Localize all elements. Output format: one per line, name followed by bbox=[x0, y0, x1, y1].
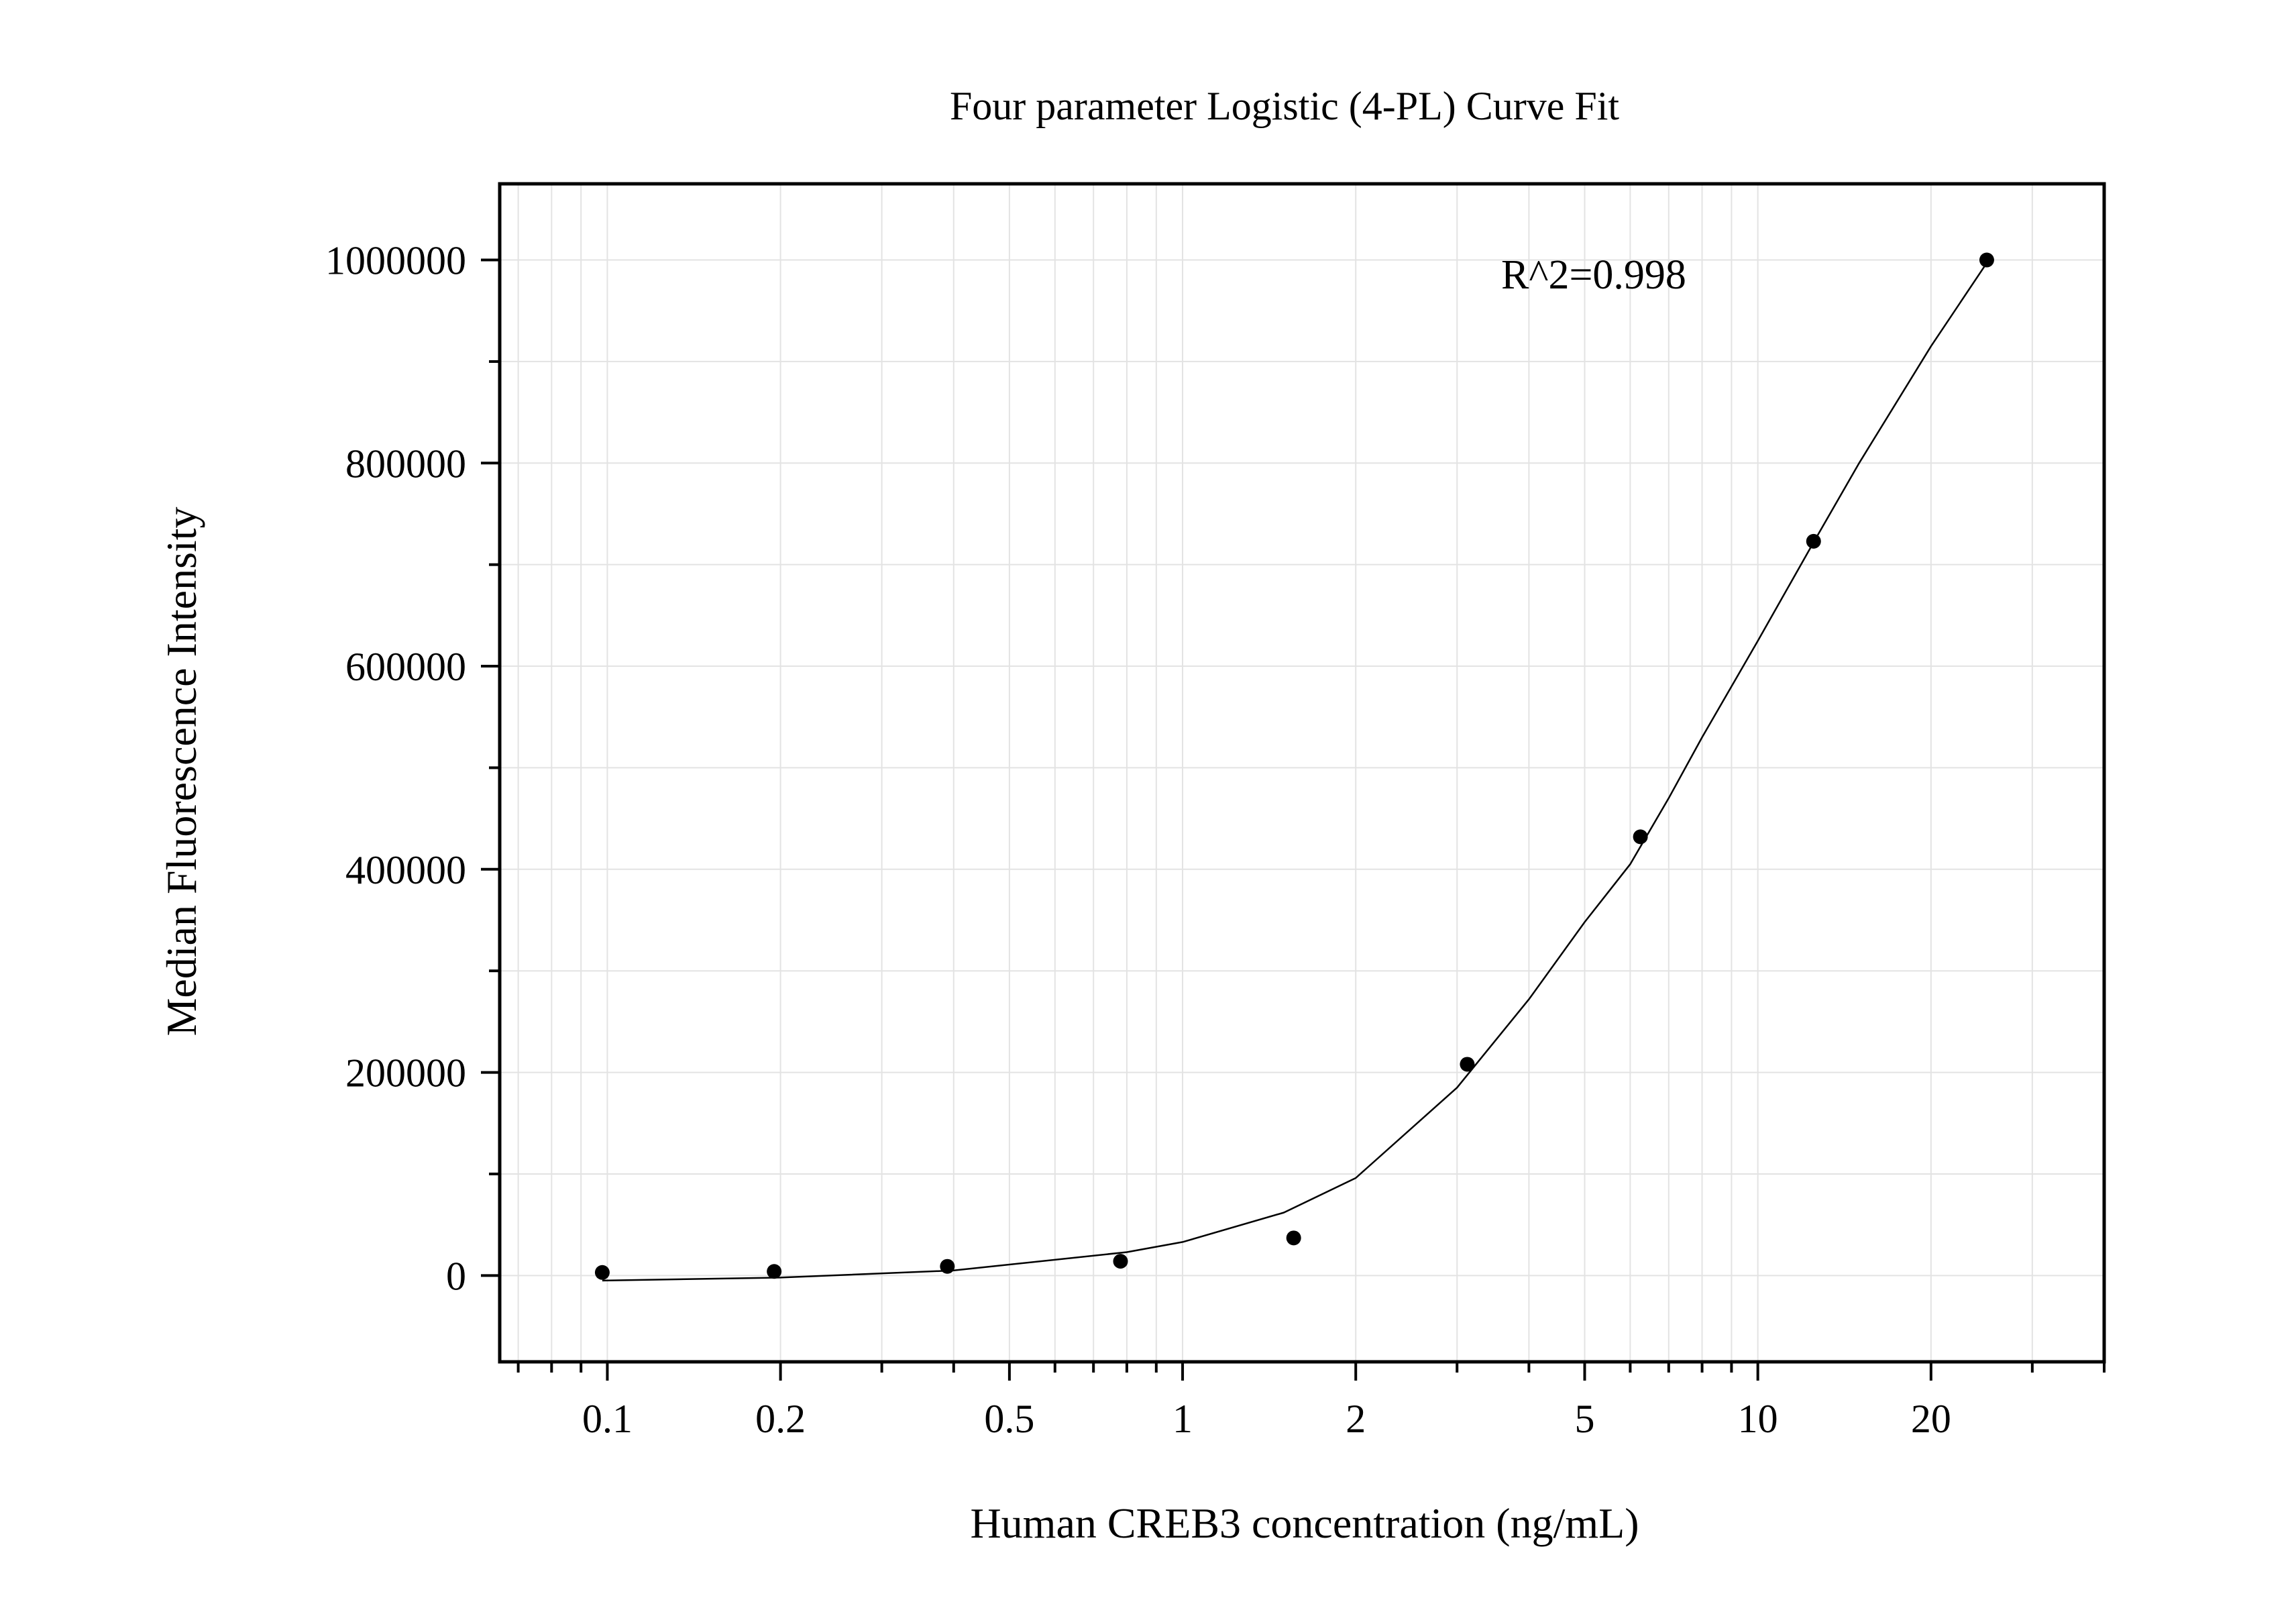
x-tick-label: 20 bbox=[1911, 1397, 1951, 1441]
y-axis-label: Median Fluorescence Intensity bbox=[158, 506, 205, 1036]
x-tick-label: 0.2 bbox=[755, 1397, 806, 1441]
data-point bbox=[1979, 252, 1994, 268]
y-tick-label: 1000000 bbox=[325, 239, 466, 283]
chart-title: Four parameter Logistic (4-PL) Curve Fit bbox=[950, 84, 1619, 128]
y-tick-label: 200000 bbox=[345, 1051, 466, 1095]
data-point bbox=[1286, 1230, 1301, 1246]
y-tick-label: 0 bbox=[446, 1254, 466, 1298]
x-tick-label: 0.5 bbox=[984, 1397, 1034, 1441]
ticks-layer bbox=[481, 258, 2106, 1381]
labels-layer: 0.1 0.2 0.5 1 2 5 10 20 0 200000 400000 600000 80000… bbox=[325, 239, 1951, 1441]
x-tick-label: 10 bbox=[1738, 1397, 1778, 1441]
data-point bbox=[940, 1259, 955, 1274]
x-axis-label: Human CREB3 concentration (ng/mL) bbox=[970, 1499, 1639, 1547]
data-point bbox=[1633, 829, 1648, 845]
data-point bbox=[1806, 533, 1821, 549]
data-point bbox=[767, 1264, 782, 1279]
plot-frame bbox=[498, 182, 2106, 1364]
data-point bbox=[1460, 1057, 1475, 1072]
data-point bbox=[594, 1265, 610, 1280]
r-squared-annotation: R^2=0.998 bbox=[1501, 252, 1686, 298]
x-tick-label: 0.1 bbox=[582, 1397, 633, 1441]
grid-layer bbox=[500, 184, 2105, 1362]
y-tick-label: 600000 bbox=[345, 645, 466, 689]
x-tick-label: 5 bbox=[1575, 1397, 1595, 1441]
points-layer bbox=[594, 252, 1994, 1280]
data-point bbox=[1113, 1254, 1128, 1269]
x-tick-label: 2 bbox=[1346, 1397, 1366, 1441]
y-tick-label: 800000 bbox=[345, 441, 466, 486]
y-tick-label: 400000 bbox=[345, 848, 466, 892]
x-tick-label: 1 bbox=[1172, 1397, 1193, 1441]
